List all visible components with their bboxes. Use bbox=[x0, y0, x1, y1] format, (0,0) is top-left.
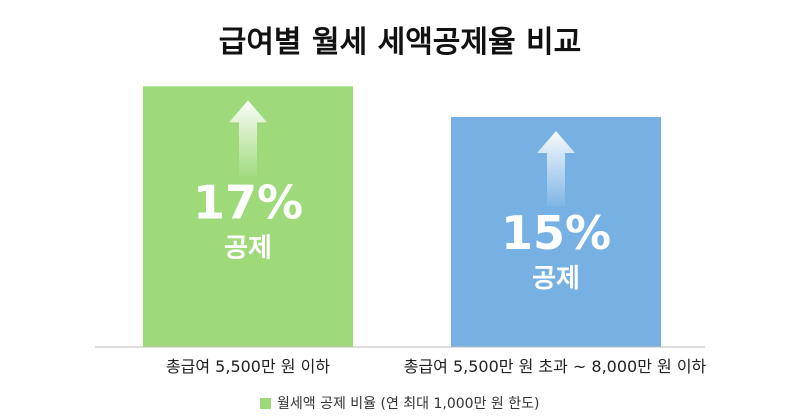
up-arrow-icon-0 bbox=[229, 100, 267, 177]
legend-label: 월세액 공제 비율 (연 최대 1,000만 원 한도) bbox=[277, 396, 539, 412]
legend-swatch bbox=[260, 398, 271, 409]
bar-sublabel-1: 공제 bbox=[532, 264, 580, 294]
x-tick-label-0: 총급여 5,500만 원 이하 bbox=[166, 357, 330, 376]
chart-title: 급여별 월세 세액공제율 비교 bbox=[219, 25, 582, 60]
bar-value-label-1: 15% bbox=[501, 206, 611, 260]
bars-group: 17% 공제 15% 공제 bbox=[143, 86, 661, 347]
x-tick-label-1: 총급여 5,500만 원 초과 ~ 8,000만 원 이하 bbox=[404, 357, 707, 376]
up-arrow-icon-1 bbox=[537, 131, 575, 207]
bar-value-label-0: 17% bbox=[193, 175, 303, 229]
bar-sublabel-0: 공제 bbox=[224, 233, 272, 263]
